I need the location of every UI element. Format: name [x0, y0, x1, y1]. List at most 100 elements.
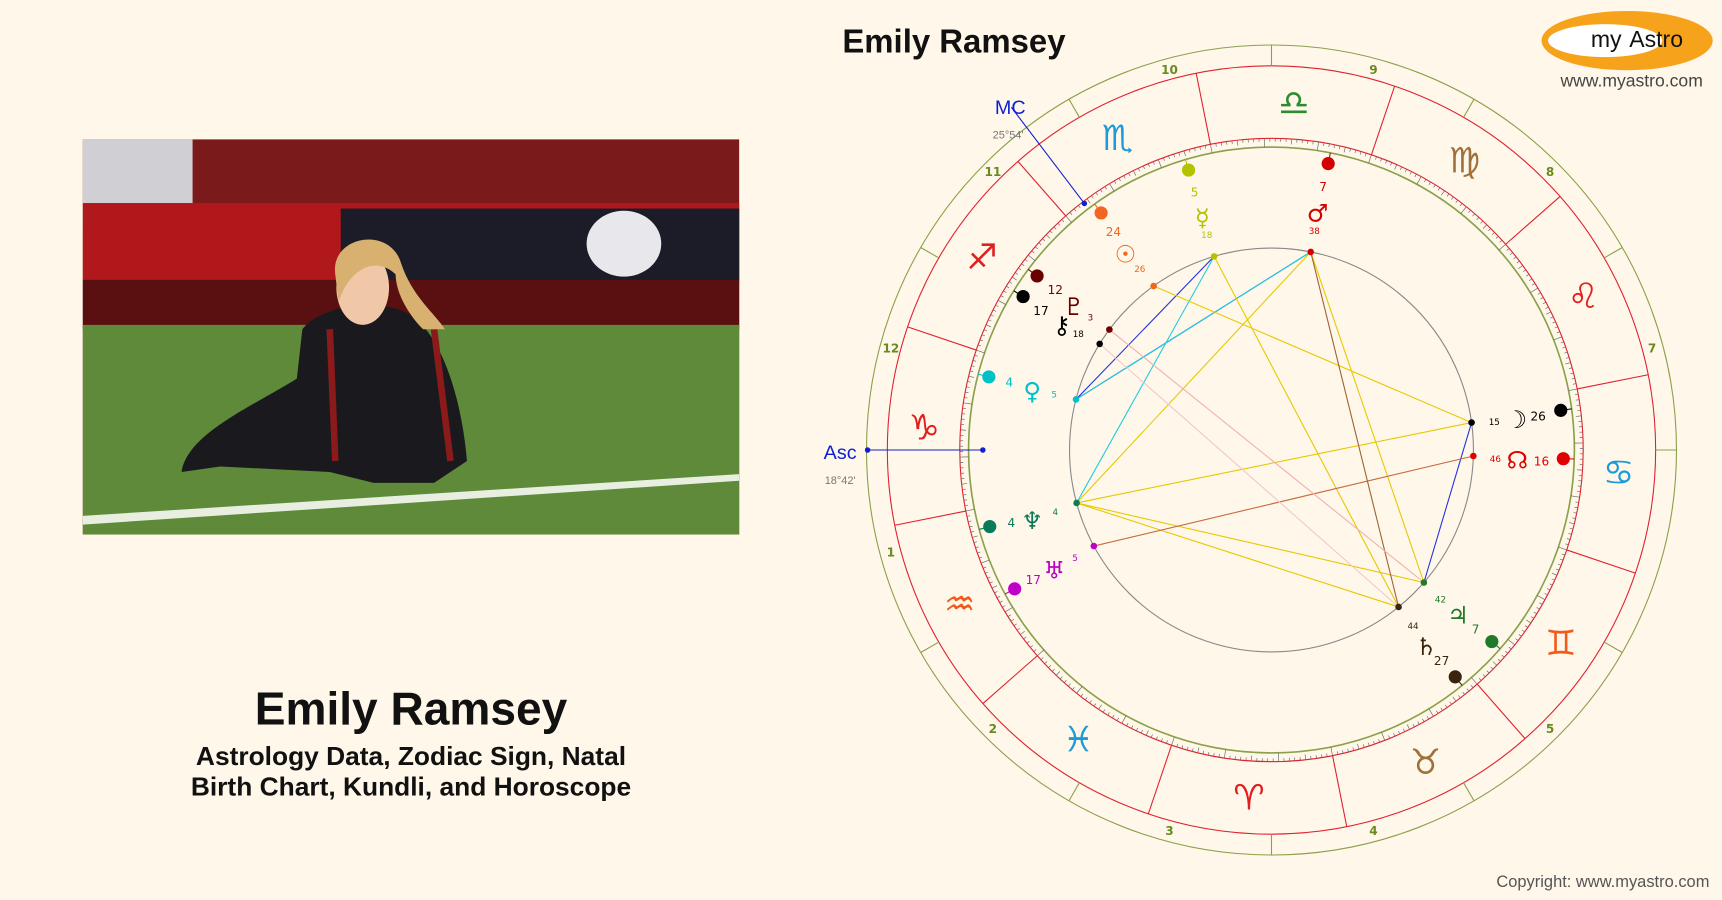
degree-tick [1055, 671, 1061, 676]
planet-dot [1181, 163, 1196, 177]
degree-tick [1061, 219, 1065, 223]
degree-tick [1210, 144, 1213, 154]
planet-dot [1008, 582, 1022, 596]
degree-tick [1551, 578, 1555, 581]
degree-tick [1544, 593, 1548, 596]
house-cusp [1463, 98, 1475, 118]
degree-tick [1491, 232, 1495, 235]
degree-tick [1188, 149, 1191, 153]
degree-tick [1024, 259, 1028, 262]
degree-tick [1521, 629, 1525, 633]
zodiac-sign: ♐︎ [966, 237, 997, 278]
degree-tick [981, 334, 986, 337]
planet-dot [1321, 157, 1335, 171]
photo-pitch-line [82, 474, 740, 525]
degree-tick [1133, 170, 1137, 176]
degree-tick [1385, 160, 1388, 164]
degree-tick [1078, 205, 1081, 209]
aspect-circle [1068, 247, 1474, 653]
degree-tick [1123, 175, 1126, 179]
degree-tick [1323, 142, 1325, 147]
sign-boundary [1476, 683, 1526, 739]
degree-tick [1199, 146, 1201, 150]
house-cusp [1068, 98, 1080, 118]
degree-tick [1116, 717, 1119, 721]
house-number: 11 [984, 165, 1001, 179]
degree-tick [979, 556, 983, 559]
aspect-line [1076, 502, 1399, 608]
planet-minute: 18 [1201, 231, 1212, 241]
degree-tick [1137, 168, 1140, 172]
sign-boundary [1577, 374, 1649, 390]
degree-tick [1518, 634, 1522, 637]
zodiac-sign: ♊︎ [1545, 623, 1576, 664]
house-cusp [1603, 641, 1623, 653]
zodiac-sign: ♏︎ [1102, 118, 1133, 159]
degree-tick [1218, 753, 1220, 758]
planet-dot [1030, 269, 1044, 283]
degree-tick [1364, 152, 1367, 157]
planet-glyph: ☿ [1195, 204, 1210, 232]
degree-tick [1533, 611, 1537, 615]
planet-minute: 15 [1489, 418, 1500, 428]
planet-aspect-point [1468, 419, 1475, 426]
chart-title: Emily Ramsey [842, 23, 1066, 60]
degree-tick [1486, 670, 1490, 674]
degree-tick [1192, 748, 1194, 752]
planet-aspect-point [1150, 282, 1157, 290]
planet-minute: 42 [1435, 596, 1446, 606]
degree-tick [1023, 636, 1027, 640]
degree-tick [1380, 158, 1382, 162]
sign-boundary [1566, 549, 1636, 574]
planet-degree: 27 [1434, 654, 1449, 668]
planet-degree: 24 [1106, 225, 1121, 239]
logo-inner [1548, 24, 1663, 58]
degree-tick [1013, 623, 1017, 626]
degree-tick [1560, 341, 1564, 344]
planet-degree: 7 [1472, 622, 1480, 636]
mc-degree: 25°54' [993, 129, 1024, 141]
degree-tick [1349, 148, 1351, 152]
planet-degree: 17 [1033, 304, 1048, 318]
degree-tick [1147, 163, 1150, 167]
logo-url[interactable]: www.myastro.com [1559, 71, 1702, 91]
mc-label: MC [995, 97, 1026, 119]
degree-tick [1006, 285, 1010, 289]
degree-tick [1168, 155, 1170, 160]
degree-tick [1003, 290, 1007, 293]
degree-tick [968, 520, 972, 523]
degree-tick [965, 391, 969, 394]
degree-tick [1539, 602, 1543, 605]
degree-tick [1069, 212, 1073, 215]
aspect-line [1310, 251, 1400, 608]
planet-aspect-point [1470, 452, 1477, 460]
degree-tick [1000, 295, 1004, 298]
degree-tick [1084, 697, 1088, 701]
degree-tick [1555, 568, 1560, 571]
planet-degree: 26 [1531, 409, 1546, 423]
degree-tick [982, 566, 987, 569]
degree-tick [1404, 168, 1407, 173]
degree-tick [1016, 627, 1020, 631]
degree-tick [1562, 346, 1566, 349]
degree-tick [966, 515, 971, 517]
degree-tick [1321, 754, 1323, 758]
degree-tick [1549, 583, 1553, 586]
degree-tick [976, 349, 985, 354]
degree-tick [996, 595, 1001, 599]
degree-tick [1004, 607, 1013, 613]
degree-tick [987, 576, 991, 579]
degree-tick [1498, 244, 1506, 251]
degree-tick [1368, 742, 1370, 747]
aspect-line [1109, 329, 1425, 583]
degree-tick [1091, 195, 1094, 199]
degree-tick [1037, 649, 1045, 656]
zodiac-sign: ♍︎ [1449, 141, 1480, 182]
degree-tick [1537, 595, 1546, 600]
degree-tick [1104, 186, 1107, 190]
degree-tick [1220, 142, 1222, 146]
logo[interactable]: my Astro [1541, 10, 1713, 71]
sign-boundary [1370, 85, 1396, 155]
degree-tick [1470, 685, 1474, 688]
